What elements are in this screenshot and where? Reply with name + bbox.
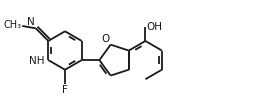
Text: NH: NH <box>29 56 44 66</box>
Text: N: N <box>27 17 35 27</box>
Text: F: F <box>62 85 68 95</box>
Text: OH: OH <box>146 22 162 32</box>
Text: CH₃: CH₃ <box>3 21 21 30</box>
Text: O: O <box>101 34 110 44</box>
